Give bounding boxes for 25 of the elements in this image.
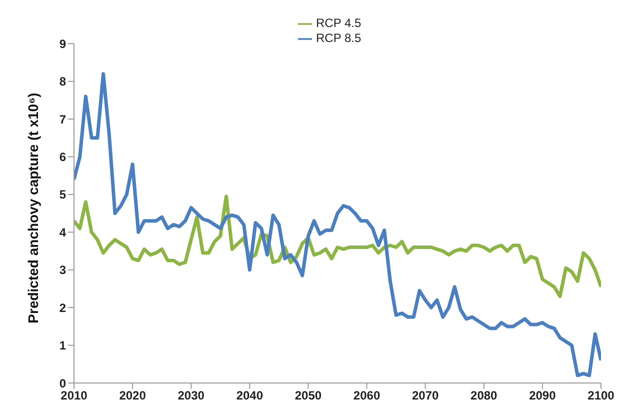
x-tick-label: 2090 (529, 388, 556, 403)
x-tick-label: 2100 (588, 388, 615, 403)
y-tick-label: 8 (59, 74, 66, 89)
y-tick-label: 3 (59, 263, 66, 278)
y-axis-title: Predicted anchovy capture (t x10⁶) (24, 92, 41, 324)
y-tick-label: 4 (59, 225, 66, 240)
x-tick-label: 2070 (412, 388, 440, 403)
line-series (74, 194, 601, 298)
x-tick-label: 2010 (60, 388, 88, 403)
x-tick-label: 2080 (470, 388, 498, 403)
x-tick-label: 2060 (353, 388, 380, 403)
legend-label: RCP 4.5 (316, 16, 362, 30)
y-tick-label: 1 (59, 338, 66, 353)
line-series (74, 72, 601, 378)
y-tick-label: 6 (59, 150, 66, 164)
y-tick-label: 2 (59, 300, 66, 315)
x-tick-label: 2020 (119, 388, 146, 403)
x-tick-label: 2050 (294, 388, 322, 403)
y-tick-label: 9 (59, 36, 66, 51)
y-tick-label: 5 (59, 188, 66, 202)
legend-label: RCP 8.5 (316, 30, 362, 45)
y-tick-label: 0 (59, 376, 66, 390)
y-tick-label: 7 (59, 112, 66, 126)
x-tick-label: 2040 (236, 388, 264, 403)
x-tick-label: 2030 (178, 388, 205, 403)
